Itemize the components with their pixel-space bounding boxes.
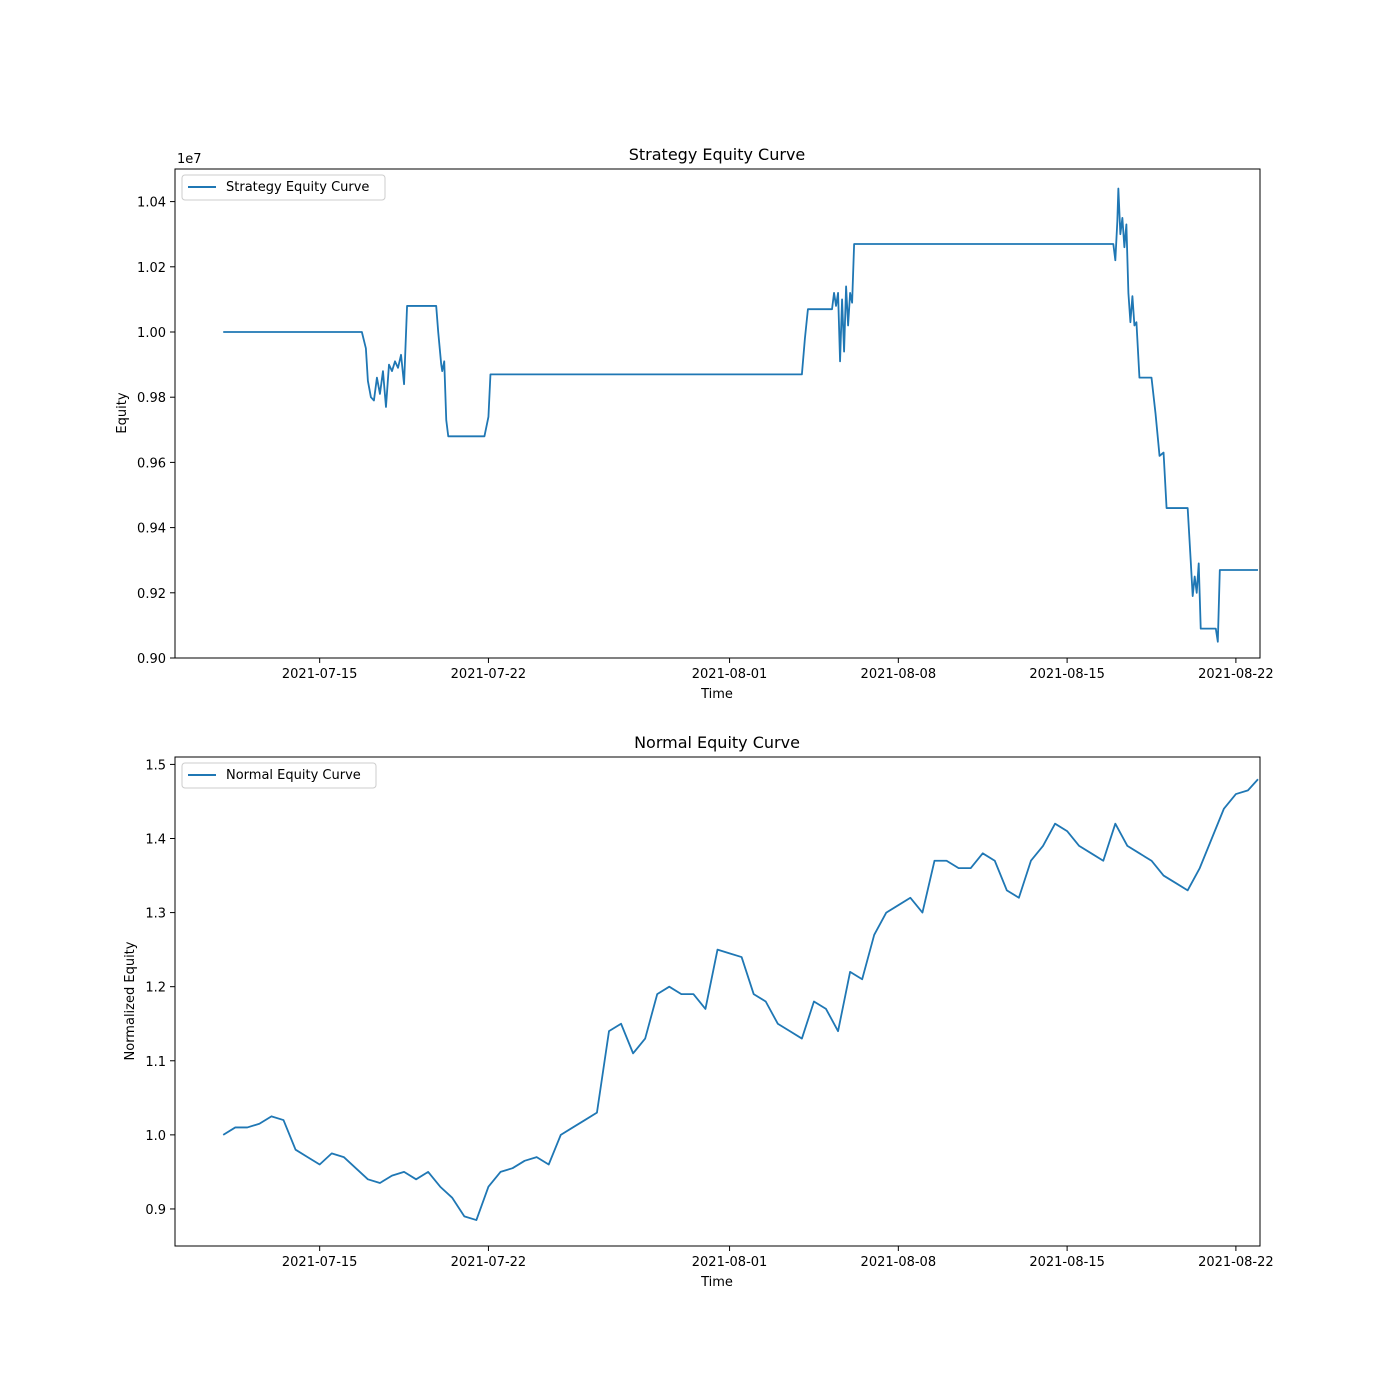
y-axis-label: Normalized Equity: [123, 941, 138, 1060]
x-tick-label: 2021-08-22: [1198, 667, 1274, 682]
y-tick-label: 0.94: [137, 522, 166, 537]
x-tick-label: 2021-08-08: [861, 1255, 937, 1270]
chart-title: Strategy Equity Curve: [629, 145, 806, 164]
x-tick-label: 2021-07-22: [451, 1255, 527, 1270]
y-tick-label: 1.0: [145, 1129, 166, 1144]
y-tick-label: 1.04: [137, 196, 166, 211]
normal-equity-chart: Normal Equity Curve 2021-07-15 2021-07-22…: [123, 733, 1274, 1290]
plot-area-frame: [174, 756, 1261, 1247]
x-axis-label: Time: [700, 1275, 733, 1290]
x-tick-label: 2021-08-15: [1029, 1255, 1105, 1270]
y-tick-label: 1.1: [145, 1055, 166, 1070]
x-tick-label: 2021-08-22: [1198, 1255, 1274, 1270]
legend: Strategy Equity Curve: [181, 174, 386, 201]
series-line: [222, 778, 1259, 1221]
series-line: [223, 187, 1258, 643]
x-tick-label: 2021-07-15: [282, 667, 358, 682]
y-tick-label: 1.3: [145, 907, 166, 922]
y-axis-label: Equity: [115, 392, 130, 433]
tick-group: 2021-07-15 2021-07-22 2021-08-01 2021-08-08…: [145, 758, 1273, 1270]
plot-area-frame: [174, 168, 1261, 659]
x-tick-label: 2021-08-01: [692, 1255, 768, 1270]
legend-box: [181, 762, 377, 789]
x-tick-label: 2021-08-15: [1029, 667, 1105, 682]
y-tick-label: 0.90: [137, 652, 166, 667]
series-group: [223, 187, 1258, 643]
legend-label: Strategy Equity Curve: [226, 180, 369, 195]
y-tick-label: 1.02: [137, 261, 166, 276]
y-tick-label: 1.4: [145, 833, 166, 848]
x-tick-label: 2021-07-15: [282, 1255, 358, 1270]
legend: Normal Equity Curve: [181, 762, 377, 789]
x-tick-label: 2021-08-08: [861, 667, 937, 682]
y-tick-label: 0.9: [145, 1203, 166, 1218]
y-tick-label: 1.00: [137, 326, 166, 341]
legend-box: [181, 174, 386, 201]
series-group: [222, 778, 1259, 1221]
y-tick-label: 0.98: [137, 391, 166, 406]
y-tick-label: 0.92: [137, 587, 166, 602]
y-offset-label: 1e7: [177, 152, 202, 167]
chart-title: Normal Equity Curve: [634, 733, 800, 752]
x-axis-label: Time: [700, 687, 733, 702]
y-tick-label: 1.2: [145, 981, 166, 996]
tick-group: 2021-07-15 2021-07-22 2021-08-01 2021-08-08…: [137, 196, 1274, 682]
strategy-equity-chart: Strategy Equity Curve 1e7 2021-07-15 2021…: [115, 145, 1274, 702]
y-tick-label: 1.5: [145, 758, 166, 773]
x-tick-label: 2021-07-22: [451, 667, 527, 682]
x-tick-label: 2021-08-01: [692, 667, 768, 682]
y-tick-label: 0.96: [137, 456, 166, 471]
legend-label: Normal Equity Curve: [226, 768, 361, 783]
